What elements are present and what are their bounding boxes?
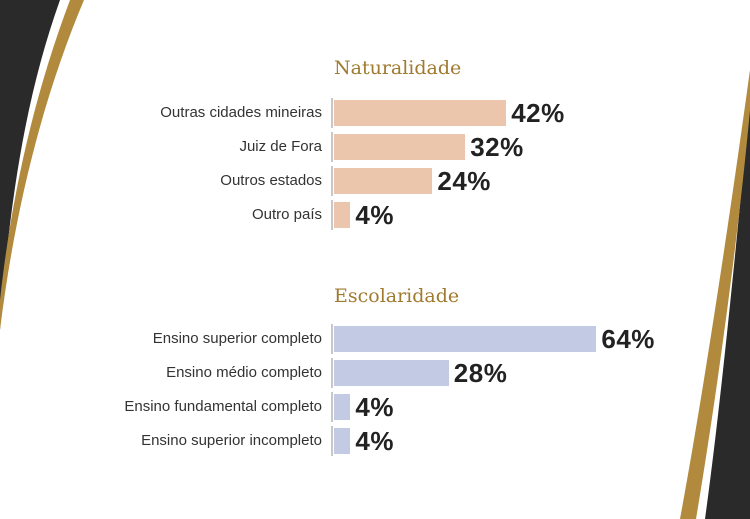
chart-title-escolaridade: Escolaridade xyxy=(334,285,460,307)
value-label: 42% xyxy=(511,98,565,128)
category-label: Ensino superior completo xyxy=(152,330,322,347)
bar xyxy=(334,394,351,420)
category-label: Outros estados xyxy=(220,172,322,189)
category-label: Outro país xyxy=(251,206,322,223)
bar-row: Juiz de Fora 32% xyxy=(0,132,750,162)
bar-row: Outras cidades mineiras 42% xyxy=(0,98,750,128)
axis-tick xyxy=(331,166,333,196)
bar xyxy=(334,428,351,454)
axis-tick xyxy=(331,392,333,422)
chart-title-naturalidade: Naturalidade xyxy=(334,57,462,79)
bar-row: Ensino superior completo 64% xyxy=(0,324,750,354)
value-label: 24% xyxy=(437,166,491,196)
axis-tick xyxy=(331,426,333,456)
value-label: 28% xyxy=(453,358,508,388)
bar xyxy=(334,168,433,194)
category-label: Ensino médio completo xyxy=(166,364,322,381)
axis-tick xyxy=(331,98,333,128)
axis-tick xyxy=(331,132,333,162)
bar xyxy=(334,202,351,228)
category-label: Juiz de Fora xyxy=(239,138,322,155)
bar xyxy=(334,360,449,386)
value-label: 4% xyxy=(355,200,394,230)
bar xyxy=(334,100,507,126)
value-label: 64% xyxy=(601,324,655,354)
bar-row: Outros estados 24% xyxy=(0,166,750,196)
left-dark-swoosh xyxy=(0,0,60,330)
bar-row: Outro país 4% xyxy=(0,200,750,230)
bar xyxy=(334,134,466,160)
bar-row: Ensino médio completo 28% xyxy=(0,358,750,388)
axis-tick xyxy=(331,358,333,388)
category-label: Ensino superior incompleto xyxy=(141,432,322,449)
value-label: 32% xyxy=(470,132,524,162)
right-dark-swoosh xyxy=(705,100,750,519)
value-label: 4% xyxy=(355,392,394,422)
bar xyxy=(334,326,597,352)
bar-row: Ensino fundamental completo 4% xyxy=(0,392,750,422)
axis-tick xyxy=(331,200,333,230)
category-label: Outras cidades mineiras xyxy=(160,104,322,121)
axis-tick xyxy=(331,324,333,354)
category-label: Ensino fundamental completo xyxy=(124,398,322,415)
bar-row: Ensino superior incompleto 4% xyxy=(0,426,750,456)
value-label: 4% xyxy=(355,426,394,456)
